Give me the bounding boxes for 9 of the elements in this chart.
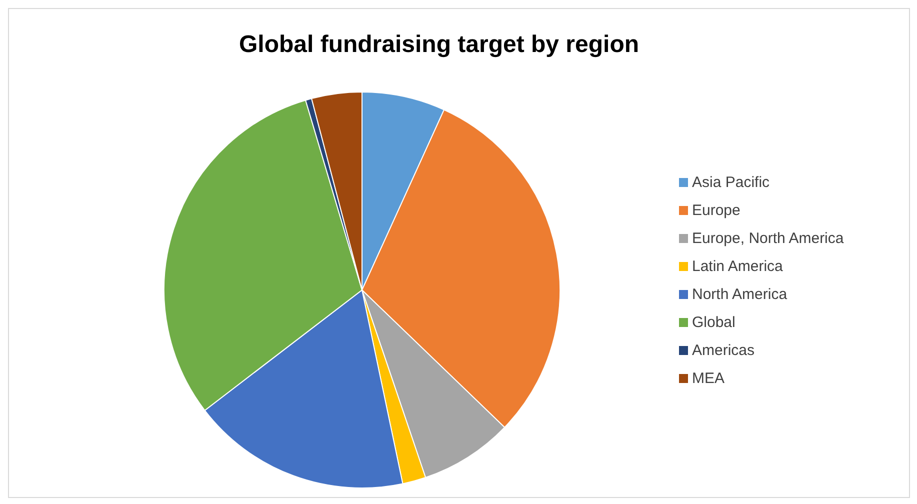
legend-label: North America	[692, 286, 788, 303]
legend-label: Global	[692, 314, 736, 331]
legend-label: MEA	[692, 370, 725, 387]
legend-label: Europe	[692, 202, 740, 219]
legend-label: Latin America	[692, 258, 783, 275]
legend-label: Europe, North America	[692, 230, 844, 247]
legend-label: Asia Pacific	[692, 174, 770, 191]
legend-label: Americas	[692, 342, 755, 359]
chart-title: Global fundraising target by region	[238, 31, 640, 60]
